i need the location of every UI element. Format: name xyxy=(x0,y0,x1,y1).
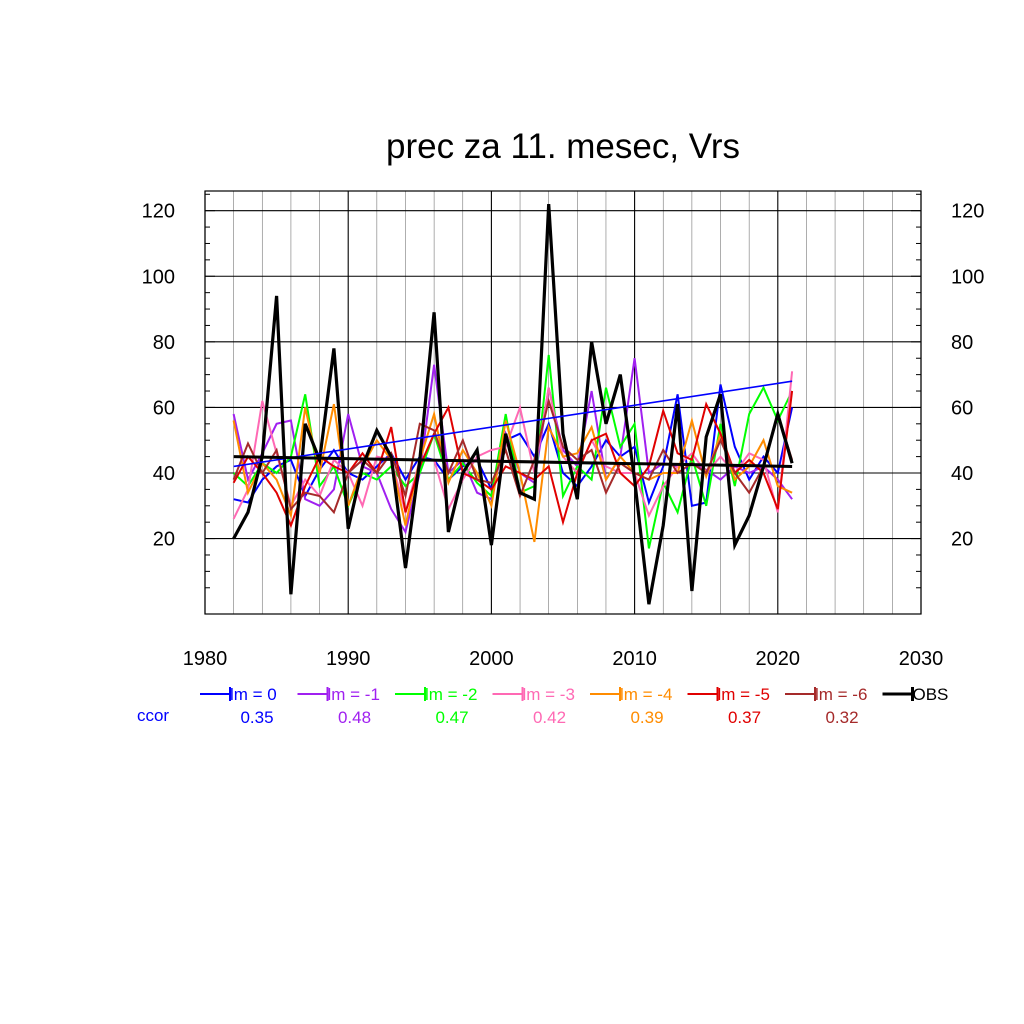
y-tick-label-left: 20 xyxy=(153,529,175,551)
legend-label-3: lm = -3 xyxy=(523,685,575,704)
legend-label-4: lm = -4 xyxy=(620,685,672,704)
y-tick-label-left: 40 xyxy=(153,463,175,485)
y-tick-labels-left: 20 40 60 80 100 120 xyxy=(142,201,175,551)
legend-ccor-3: 0.42 xyxy=(533,708,566,727)
x-tick-label: 2000 xyxy=(469,648,514,670)
y-tick-label-right: 120 xyxy=(951,201,984,223)
trend-layer xyxy=(233,380,793,468)
x-tick-label: 2030 xyxy=(899,648,944,670)
x-tick-labels: 1980 1990 2000 2010 2020 2030 xyxy=(183,648,944,670)
series-line-7 xyxy=(232,204,794,605)
y-tick-label-right: 60 xyxy=(951,397,973,419)
y-tick-label-right: 40 xyxy=(951,463,973,485)
y-tick-label-right: 80 xyxy=(951,332,973,354)
y-tick-labels-right: 20 40 60 80 100 120 xyxy=(951,201,984,551)
plot-frame xyxy=(204,190,922,615)
y-tick-label-right: 100 xyxy=(951,266,984,288)
y-tick-label-left: 120 xyxy=(142,201,175,223)
x-tick-label: 2020 xyxy=(756,648,801,670)
series-layer xyxy=(232,204,794,605)
x-tick-label: 1980 xyxy=(183,648,228,670)
legend-label-6: lm = -6 xyxy=(815,685,867,704)
x-tick-label: 2010 xyxy=(612,648,657,670)
chart-title: prec za 11. mesec, Vrs xyxy=(386,127,740,166)
legend-ccor-2: 0.47 xyxy=(435,708,468,727)
legend: ccor lm = 0 0.35 lm = -1 0.48 lm = -2 0.47 lm … xyxy=(137,685,948,727)
series-line-4 xyxy=(232,403,793,543)
series-line-6 xyxy=(232,397,794,515)
legend-ccor-1: 0.48 xyxy=(338,708,371,727)
legend-label-5: lm = -5 xyxy=(718,685,770,704)
x-tick-label: 1990 xyxy=(326,648,371,670)
legend-label-7: OBS xyxy=(913,685,949,704)
legend-ccor-0: 0.35 xyxy=(240,708,273,727)
y-tick-label-left: 100 xyxy=(142,266,175,288)
legend-label-0: lm = 0 xyxy=(230,685,277,704)
legend-ccor-4: 0.39 xyxy=(630,708,663,727)
legend-ccor-6: 0.32 xyxy=(825,708,858,727)
trend-line-0 xyxy=(233,380,793,468)
trend-line-7 xyxy=(233,455,793,468)
legend-ccor-5: 0.37 xyxy=(728,708,761,727)
legend-label-2: lm = -2 xyxy=(425,685,477,704)
y-tick-label-right: 20 xyxy=(951,529,973,551)
series-line-3 xyxy=(232,371,794,520)
y-tick-label-left: 80 xyxy=(153,332,175,354)
legend-label-1: lm = -1 xyxy=(328,685,380,704)
y-tick-label-left: 60 xyxy=(153,397,175,419)
tick-marks xyxy=(205,193,921,589)
ccor-label: ccor xyxy=(137,706,169,725)
